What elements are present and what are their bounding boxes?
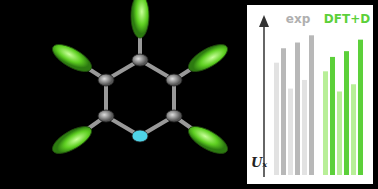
svg-text:exp: exp	[286, 12, 311, 26]
html-text:Uₓ: Uₓ	[251, 155, 268, 170]
svg-text:DFT+D: DFT+D	[324, 12, 370, 26]
